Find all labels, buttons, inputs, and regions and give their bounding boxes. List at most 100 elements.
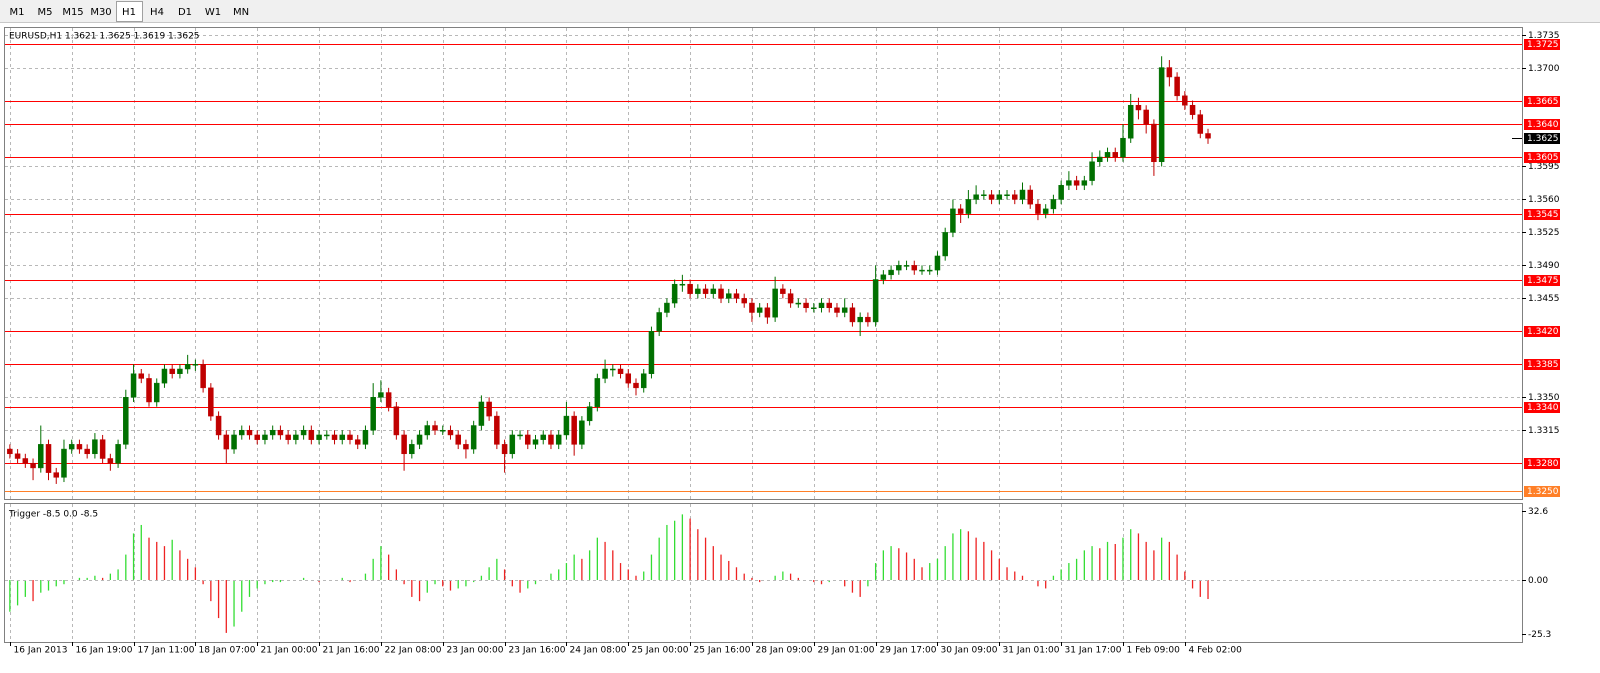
- level-label: 1.3545: [1527, 210, 1559, 220]
- candle-body: [509, 434, 516, 455]
- candle-body: [447, 429, 454, 436]
- x-tick-label: 17 Jan 11:00: [138, 646, 195, 656]
- candle-body: [1097, 156, 1103, 163]
- y-tick-label: 1.3595: [1528, 162, 1560, 172]
- indicator-panel: [4, 503, 1523, 643]
- candle-body: [1050, 199, 1057, 210]
- candle-body: [872, 279, 879, 323]
- y-tick-label: 1.3490: [1528, 261, 1560, 271]
- candle-body: [308, 429, 315, 440]
- candle-body: [293, 434, 299, 440]
- timeframe-button[interactable]: W1: [205, 7, 221, 18]
- chart-title: EURUSD,H1 1.3621 1.3625 1.3619 1.3625: [9, 32, 200, 42]
- x-tick-label: 21 Jan 00:00: [261, 646, 318, 656]
- candle-body: [834, 307, 840, 313]
- candle-body: [7, 448, 13, 455]
- candle-body: [130, 373, 137, 398]
- level-label-box: [1524, 486, 1560, 497]
- timeframe-button[interactable]: M15: [62, 7, 83, 18]
- candle-body: [903, 265, 910, 267]
- candle-body: [710, 288, 717, 294]
- candle-body: [640, 373, 647, 389]
- candle-body: [53, 472, 59, 478]
- candle-body: [339, 434, 346, 440]
- plot-layer: 16 Jan 2013 16 Jan 19:00 17 Jan 11:00 18 Ja…: [5, 28, 1560, 656]
- candle-body: [1143, 109, 1149, 125]
- candle-body: [455, 434, 461, 445]
- candle-body: [1027, 189, 1033, 205]
- candle-body: [99, 439, 106, 459]
- timeframe-bar: M1 M5 M15 M30 H1 H4 D1 W1 MN: [10, 1, 249, 22]
- candle-body: [996, 194, 1003, 200]
- candle-body: [153, 382, 160, 403]
- candle-body: [84, 448, 90, 455]
- candle-body: [1135, 104, 1142, 111]
- candle-body: [787, 293, 794, 304]
- candle-body: [857, 316, 863, 323]
- level-label: 1.3250: [1527, 487, 1559, 497]
- level-label: 1.3280: [1527, 459, 1559, 469]
- timeframe-button[interactable]: M5: [38, 7, 53, 18]
- x-tick-label: 31 Jan 17:00: [1065, 646, 1122, 656]
- timeframe-button[interactable]: M1: [10, 7, 25, 18]
- candle-body: [300, 429, 307, 436]
- candle-body: [169, 368, 175, 374]
- timeframe-button[interactable]: MN: [233, 7, 249, 18]
- candle-body: [123, 397, 129, 445]
- candle-body: [1004, 194, 1010, 196]
- candle-body: [1197, 114, 1204, 134]
- candle-body: [926, 269, 933, 272]
- candle-body: [579, 420, 585, 445]
- x-tick-label: 25 Jan 00:00: [632, 646, 689, 656]
- candle-body: [92, 439, 98, 455]
- candle-body: [679, 283, 686, 286]
- candle-body: [911, 265, 918, 271]
- candle-body: [14, 453, 21, 459]
- candle-body: [416, 434, 423, 445]
- y-tick-label: 32.6: [1528, 507, 1548, 517]
- candle-body: [1174, 76, 1180, 97]
- timeframe-button[interactable]: D1: [178, 7, 192, 18]
- candle-body: [780, 288, 786, 294]
- candle-body: [439, 429, 446, 432]
- candle-body: [239, 429, 245, 436]
- x-tick-label: 16 Jan 2013: [14, 646, 68, 656]
- candle-body: [22, 458, 29, 464]
- level-label-box: [1524, 326, 1560, 337]
- candle-body: [68, 444, 75, 450]
- candle-body: [1112, 152, 1119, 158]
- y-tick-label: 1.3525: [1528, 228, 1560, 238]
- candle-body: [1104, 152, 1111, 158]
- candle-body: [347, 434, 353, 440]
- candle-body: [192, 364, 199, 366]
- candle-body: [610, 368, 616, 371]
- candle-body: [841, 307, 848, 313]
- candle-body: [540, 434, 546, 440]
- y-tick-label: 1.3315: [1528, 426, 1560, 436]
- candle-body: [432, 425, 438, 431]
- candle-body: [1042, 208, 1049, 214]
- candle-body: [393, 406, 400, 436]
- y-tick-label: 1.3455: [1528, 294, 1560, 304]
- x-tick-label: 29 Jan 17:00: [880, 646, 937, 656]
- candle-body: [1058, 185, 1064, 200]
- candle-body: [424, 425, 431, 436]
- timeframe-button[interactable]: H4: [150, 7, 164, 18]
- level-label-box: [1524, 359, 1560, 370]
- candle-body: [401, 434, 407, 455]
- candle-body: [772, 288, 778, 318]
- candle-body: [470, 425, 477, 450]
- candle-body: [571, 415, 577, 445]
- candle-body: [486, 401, 492, 417]
- candle-body: [749, 302, 755, 313]
- level-label-box: [1524, 152, 1560, 163]
- candle-body: [625, 373, 632, 384]
- timeframe-button[interactable]: H1: [122, 7, 136, 18]
- candle-body: [965, 199, 972, 214]
- candle-body: [950, 208, 956, 233]
- candle-body: [370, 397, 376, 431]
- candle-body: [38, 444, 44, 469]
- candle-body: [76, 444, 83, 450]
- timeframe-button[interactable]: M30: [90, 7, 111, 18]
